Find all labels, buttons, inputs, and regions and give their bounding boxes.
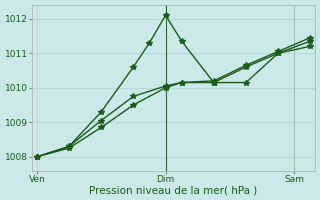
X-axis label: Pression niveau de la mer( hPa ): Pression niveau de la mer( hPa ) xyxy=(90,185,258,195)
